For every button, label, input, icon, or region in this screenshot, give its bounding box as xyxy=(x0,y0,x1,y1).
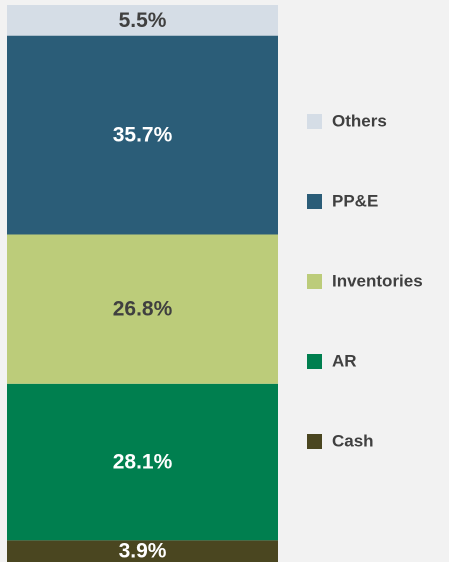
legend-label: Others xyxy=(332,111,387,130)
value-label: 28.1% xyxy=(113,451,173,474)
legend-swatch xyxy=(307,114,322,129)
bar-segment xyxy=(7,383,278,541)
bar-segment xyxy=(7,234,278,384)
legend-label: Cash xyxy=(332,431,374,450)
legend-swatch xyxy=(307,274,322,289)
bar-segment xyxy=(7,5,278,36)
legend-label: AR xyxy=(332,351,357,370)
legend-swatch xyxy=(307,434,322,449)
value-label: 26.8% xyxy=(113,298,173,321)
legend-swatch xyxy=(307,354,322,369)
bar-segment xyxy=(7,540,278,562)
value-label: 3.9% xyxy=(119,540,167,562)
legend-label: Inventories xyxy=(332,271,423,290)
value-label: 5.5% xyxy=(119,9,167,32)
bar-segment xyxy=(7,35,278,235)
value-label: 35.7% xyxy=(113,124,173,147)
legend-label: PP&E xyxy=(332,191,378,210)
legend-swatch xyxy=(307,194,322,209)
